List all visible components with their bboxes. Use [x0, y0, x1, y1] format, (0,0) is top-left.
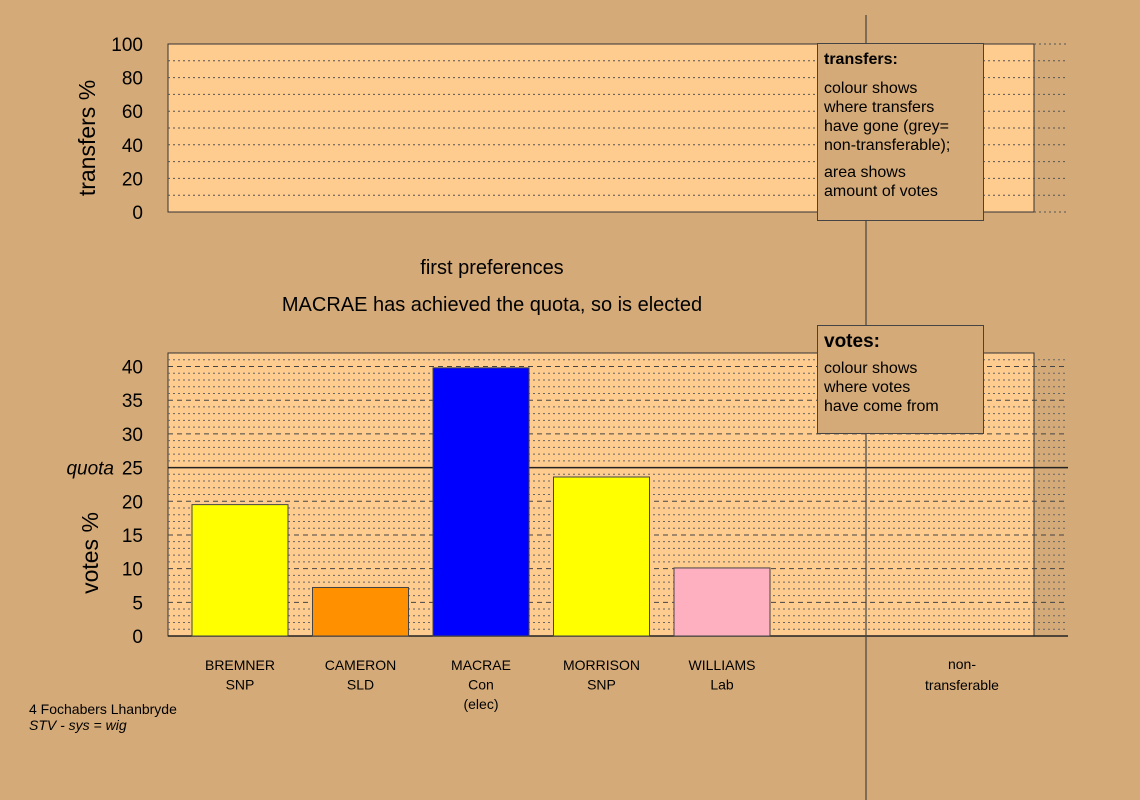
quota-label: quota [66, 459, 114, 480]
bar-macrae [432, 367, 530, 637]
votes-legend-heading: votes: [824, 331, 880, 352]
votes-y-tick-label: 0 [132, 627, 143, 648]
transfers-legend: transfers: colour shows where transfers … [817, 43, 984, 221]
votes-y-axis-title: votes % [77, 512, 103, 594]
transfers-y-tick-label: 40 [122, 136, 143, 157]
candidate-label: BREMNER [205, 657, 275, 673]
votes-legend: votes: colour shows where votes have com… [817, 325, 984, 434]
transfers-y-tick-label: 80 [122, 69, 143, 90]
transfers-legend-text-1: colour shows where transfers have gone (… [824, 80, 951, 154]
transfers-y-axis-title: transfers % [74, 80, 100, 196]
votes-legend-text-1: colour shows where votes have come from [824, 360, 939, 415]
chart-subtitle: MACRAE has achieved the quota, so is ele… [281, 294, 703, 316]
candidate-label: Con [468, 677, 494, 693]
candidate-label: MACRAE [451, 657, 511, 673]
bar-bremner [191, 504, 289, 637]
candidate-label: Lab [710, 677, 734, 693]
candidate-label: CAMERON [325, 657, 397, 673]
transfers-y-tick-label: 60 [122, 102, 143, 123]
candidate-label: SNP [587, 677, 616, 693]
votes-y-tick-label: 20 [122, 492, 143, 513]
non-transferable-label: non- [948, 656, 976, 672]
transfers-y-tick-label: 0 [132, 203, 143, 224]
footer-place: 4 Fochabers Lhanbryde [29, 701, 177, 717]
votes-y-tick-label: 10 [122, 560, 143, 581]
footer-system: STV - sys = wig [29, 717, 127, 733]
votes-y-tick-label: 40 [122, 358, 143, 379]
transfers-y-tick-label: 20 [122, 169, 143, 190]
transfers-legend-heading: transfers: [824, 51, 898, 68]
votes-y-tick-label: 30 [122, 425, 143, 446]
candidate-label: WILLIAMS [689, 657, 756, 673]
transfers-legend-text-2: area shows amount of votes [824, 164, 938, 200]
votes-y-tick-label: 5 [132, 593, 143, 614]
bar-morrison [553, 476, 650, 637]
candidate-label: MORRISON [563, 657, 640, 673]
candidate-label: (elec) [463, 696, 498, 712]
bar-cameron [312, 586, 409, 637]
votes-y-tick-label: 25 [122, 459, 143, 480]
candidate-label: SNP [226, 677, 255, 693]
votes-y-tick-label: 35 [122, 391, 143, 412]
non-transferable-label: transferable [925, 677, 999, 693]
votes-y-tick-label: 15 [122, 526, 143, 547]
transfers-y-tick-label: 100 [111, 35, 143, 56]
bar-williams [673, 567, 771, 637]
candidate-label: SLD [347, 677, 374, 693]
chart-title: first preferences [420, 257, 564, 279]
